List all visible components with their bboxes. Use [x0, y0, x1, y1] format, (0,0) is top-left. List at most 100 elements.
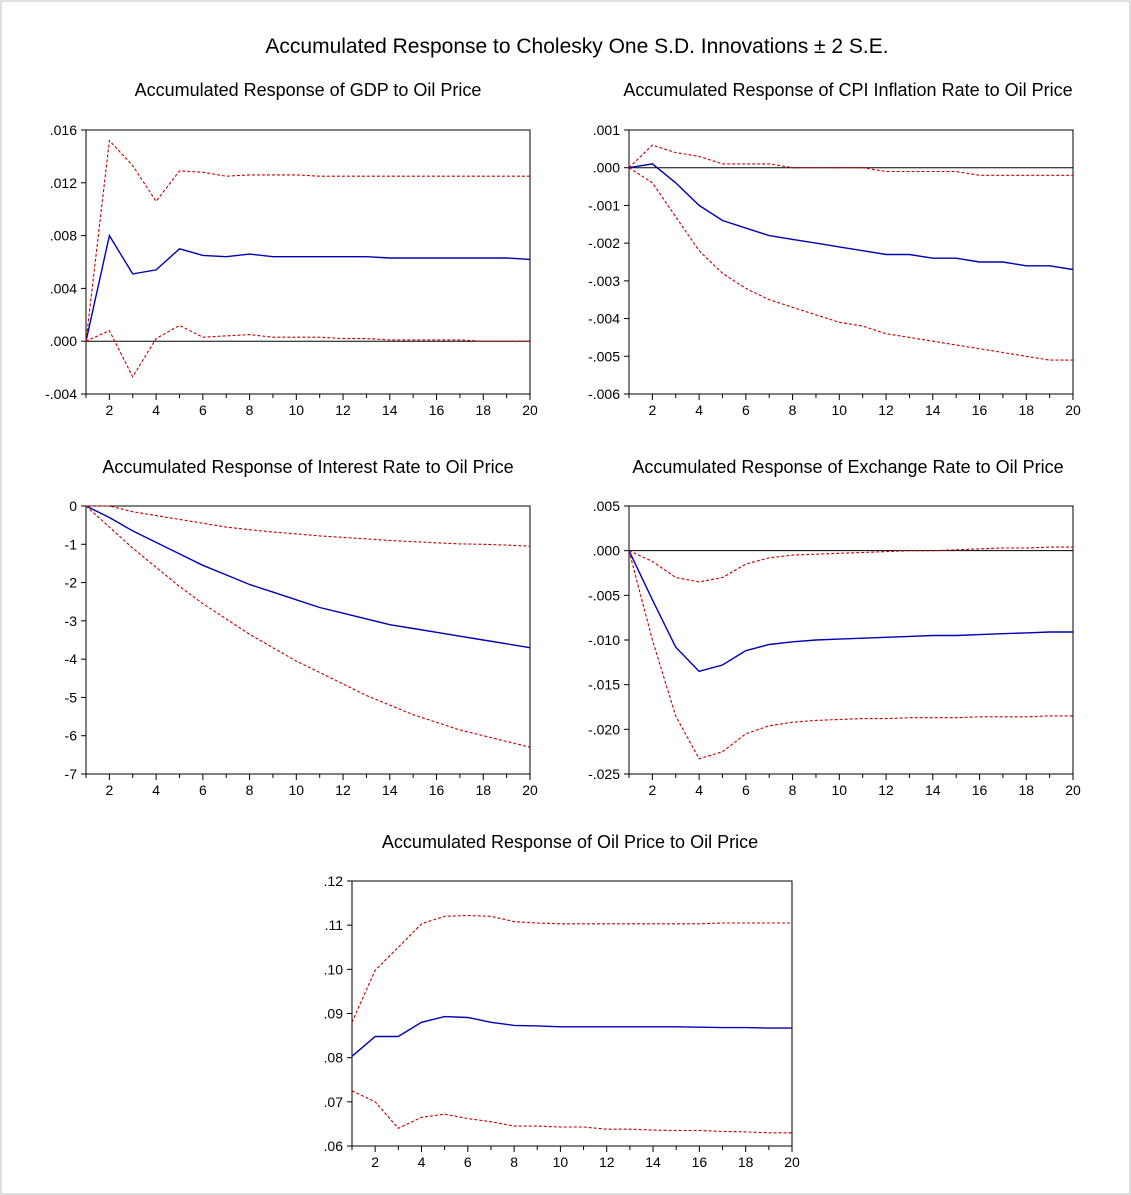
chart-panel-5: Accumulated Response of Oil Price to Oil…	[324, 832, 800, 1170]
y-tick-label: 0	[69, 498, 77, 514]
series-line-lower	[628, 550, 1073, 760]
x-tick-label: 12	[878, 402, 894, 418]
panel-title: Accumulated Response of Oil Price to Oil…	[382, 832, 758, 852]
x-tick-label: 6	[742, 402, 750, 418]
x-tick-label: 20	[1065, 402, 1081, 418]
panel-title: Accumulated Response of Interest Rate to…	[102, 457, 513, 477]
chart-panel-1: Accumulated Response of GDP to Oil Price…	[45, 80, 538, 418]
y-tick-label: -5	[65, 689, 78, 705]
y-tick-label: .10	[324, 961, 344, 977]
y-tick-label: -.005	[588, 348, 620, 364]
x-tick-label: 4	[152, 782, 160, 798]
series-line-lower	[85, 324, 530, 378]
series-line-lower	[628, 167, 1073, 361]
y-tick-label: .012	[50, 175, 77, 191]
x-tick-label: 8	[789, 402, 797, 418]
x-tick-label: 10	[832, 782, 848, 798]
y-tick-label: -.006	[588, 386, 620, 402]
plot-frame	[628, 129, 1074, 395]
x-tick-label: 2	[105, 782, 113, 798]
y-tick-label: -.004	[45, 386, 77, 402]
x-tick-label: 20	[522, 782, 538, 798]
x-tick-label: 18	[1018, 782, 1034, 798]
y-tick-label: -6	[65, 728, 78, 744]
x-tick-label: 2	[648, 402, 656, 418]
y-tick-label: .000	[593, 543, 620, 559]
x-tick-label: 16	[972, 402, 988, 418]
x-tick-label: 10	[289, 402, 305, 418]
x-tick-label: 4	[152, 402, 160, 418]
y-tick-label: .008	[50, 228, 77, 244]
y-tick-label: .000	[50, 333, 77, 349]
y-tick-label: .09	[324, 1006, 344, 1022]
y-tick-label: -.002	[588, 235, 620, 251]
y-tick-label: .11	[325, 917, 344, 933]
chart-panels: Accumulated Response of GDP to Oil Price…	[45, 80, 1081, 1170]
y-tick-label: .000	[593, 160, 620, 176]
x-tick-label: 12	[878, 782, 894, 798]
series-line-upper	[85, 139, 530, 342]
y-tick-label: .08	[324, 1050, 344, 1066]
series-line-response	[628, 163, 1074, 271]
series-line-upper	[628, 144, 1073, 176]
x-tick-label: 2	[371, 1154, 379, 1170]
x-tick-label: 16	[429, 402, 445, 418]
x-tick-label: 12	[599, 1154, 615, 1170]
y-tick-label: -.001	[588, 197, 620, 213]
x-tick-label: 14	[645, 1154, 661, 1170]
x-tick-label: 14	[382, 402, 398, 418]
x-tick-label: 10	[553, 1154, 569, 1170]
x-tick-label: 12	[335, 782, 351, 798]
x-tick-label: 8	[510, 1154, 518, 1170]
series-line-lower	[85, 505, 531, 748]
x-tick-label: 2	[105, 402, 113, 418]
y-tick-label: -.003	[588, 273, 620, 289]
y-tick-label: -.005	[588, 587, 620, 603]
x-tick-label: 14	[382, 782, 398, 798]
series-line-upper	[351, 914, 792, 1023]
panel-title: Accumulated Response of CPI Inflation Ra…	[623, 80, 1072, 100]
chart-panel-4: Accumulated Response of Exchange Rate to…	[588, 457, 1081, 798]
x-tick-label: 18	[1018, 402, 1034, 418]
y-tick-label: .004	[50, 280, 77, 296]
y-tick-label: .001	[593, 122, 620, 138]
y-tick-label: -2	[65, 575, 78, 591]
x-tick-label: 20	[1065, 782, 1081, 798]
series-line-response	[628, 550, 1073, 673]
y-tick-label: .06	[324, 1138, 344, 1154]
x-tick-label: 8	[246, 402, 254, 418]
y-tick-label: -.004	[588, 311, 620, 327]
y-tick-label: -.015	[588, 677, 620, 693]
series-line-response	[85, 233, 531, 342]
plot-frame	[85, 129, 531, 395]
x-tick-label: 6	[742, 782, 750, 798]
y-tick-label: -1	[65, 536, 78, 552]
series-line-upper	[628, 546, 1073, 583]
y-tick-label: -7	[65, 766, 78, 782]
x-tick-label: 6	[199, 782, 207, 798]
x-tick-label: 20	[522, 402, 538, 418]
series-line-lower	[351, 1090, 792, 1134]
x-tick-label: 18	[475, 782, 491, 798]
x-tick-label: 8	[246, 782, 254, 798]
x-tick-label: 18	[475, 402, 491, 418]
x-tick-label: 12	[335, 402, 351, 418]
x-tick-label: 16	[429, 782, 445, 798]
x-tick-label: 14	[925, 402, 941, 418]
x-tick-label: 4	[695, 782, 703, 798]
x-tick-label: 8	[789, 782, 797, 798]
x-tick-label: 18	[738, 1154, 754, 1170]
panel-title: Accumulated Response of GDP to Oil Price	[135, 80, 482, 100]
x-tick-label: 16	[692, 1154, 708, 1170]
x-tick-label: 6	[464, 1154, 472, 1170]
y-tick-label: -.020	[588, 721, 620, 737]
figure-title: Accumulated Response to Cholesky One S.D…	[265, 35, 888, 58]
x-tick-label: 16	[972, 782, 988, 798]
y-tick-label: -3	[65, 613, 78, 629]
x-tick-label: 14	[925, 782, 941, 798]
y-tick-label: -.010	[588, 632, 620, 648]
chart-panel-3: Accumulated Response of Interest Rate to…	[65, 457, 538, 798]
series-line-response	[351, 1015, 792, 1057]
